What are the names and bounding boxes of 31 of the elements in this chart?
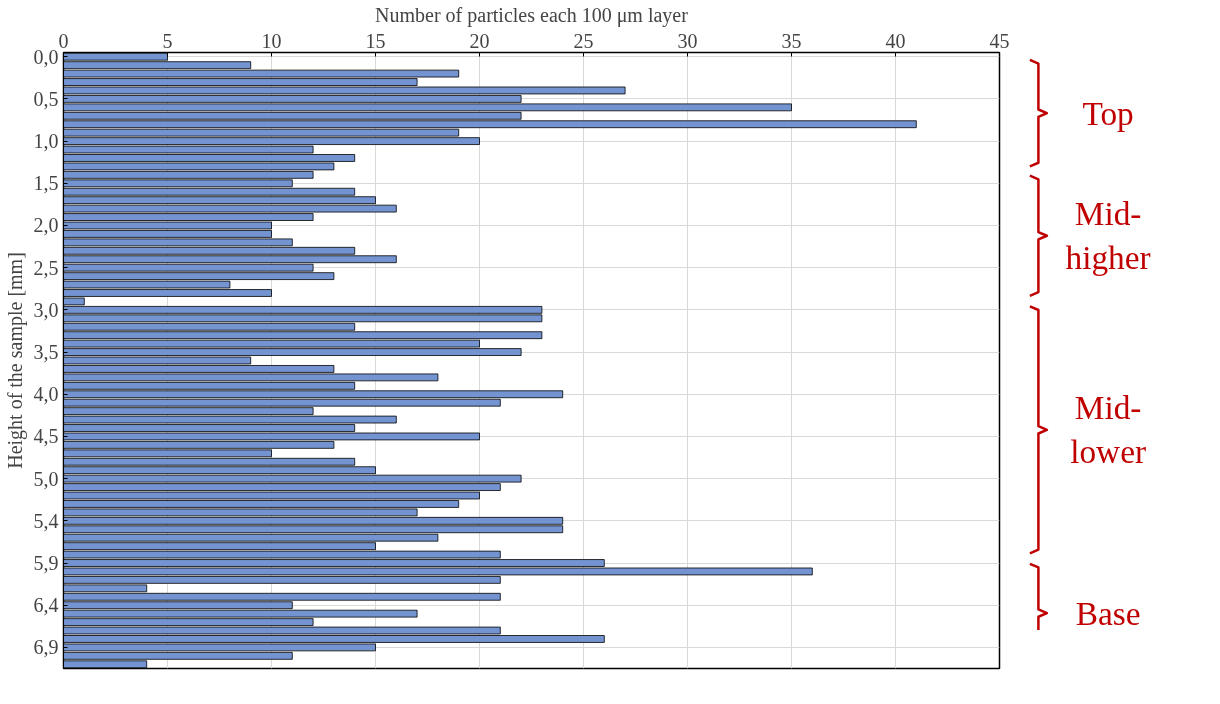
y-tick-label: 1,5 <box>33 172 59 195</box>
x-tick-label: 20 <box>469 29 490 52</box>
y-tick-label: 5,4 <box>33 509 59 532</box>
text: Mid- higher <box>1065 195 1151 277</box>
x-tick-label: 25 <box>573 29 594 52</box>
x-axis-title: Number of particles each 100 μm layer <box>375 3 689 27</box>
x-tick-label: 5 <box>162 29 173 52</box>
y-tick-label: 5,9 <box>33 552 59 575</box>
y-tick-label: 2,0 <box>33 214 59 237</box>
x-tick-label: 35 <box>781 29 802 52</box>
text: Top <box>1082 94 1134 132</box>
y-tick-label: 0,5 <box>33 87 59 110</box>
x-tick-label: 10 <box>261 29 282 52</box>
x-tick-label: 15 <box>365 29 386 52</box>
y-tick-label: 6,4 <box>33 594 59 617</box>
y-tick-label: 4,5 <box>33 425 59 448</box>
text: Mid- lower <box>1070 389 1147 471</box>
text: Base <box>1075 594 1141 632</box>
y-axis-title: Height of the sample [mm] <box>3 252 27 469</box>
y-tick-label: 5,0 <box>33 467 59 490</box>
y-tick-label: 2,5 <box>33 256 59 279</box>
y-tick-label: 3,5 <box>33 341 59 364</box>
y-tick-label: 0,0 <box>33 45 59 68</box>
y-tick-label: 1,0 <box>33 130 59 153</box>
x-tick-label: 45 <box>989 29 1010 52</box>
y-tick-label: 4,0 <box>33 383 59 406</box>
y-tick-label: 6,9 <box>33 636 59 659</box>
x-tick-label: 30 <box>677 29 698 52</box>
x-tick-label: 40 <box>885 29 906 52</box>
x-tick-label: 0 <box>58 29 69 52</box>
y-tick-label: 3,0 <box>33 298 59 321</box>
